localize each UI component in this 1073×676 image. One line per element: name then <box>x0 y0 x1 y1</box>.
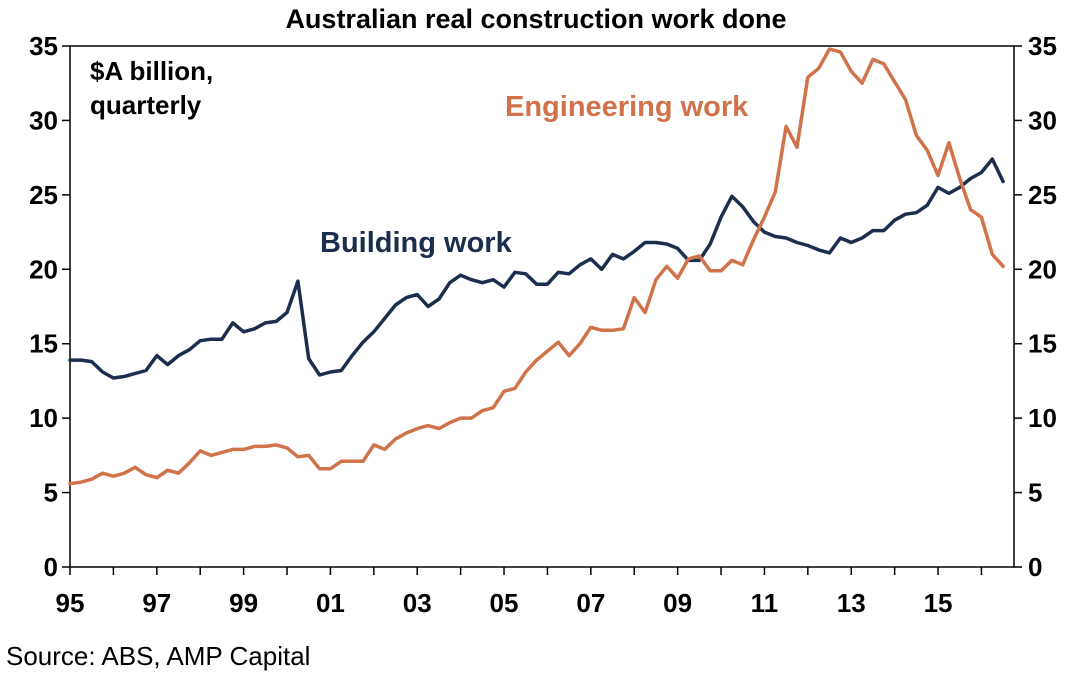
y-tick-label-right: 20 <box>1028 254 1057 284</box>
y-tick-label-right: 25 <box>1028 180 1057 210</box>
y-tick-label-left: 35 <box>29 31 58 61</box>
x-tick-label: 01 <box>316 588 345 618</box>
y-tick-label-right: 5 <box>1028 478 1042 508</box>
x-tick-label: 03 <box>403 588 432 618</box>
x-axis: 95 97 99 01 03 05 07 09 11 13 15 <box>56 567 983 618</box>
source-note: Source: ABS, AMP Capital <box>6 641 310 671</box>
x-tick-label: 07 <box>576 588 605 618</box>
y-tick-label-right: 30 <box>1028 105 1057 135</box>
x-tick-label: 95 <box>56 588 85 618</box>
x-tick-label: 99 <box>229 588 258 618</box>
y-tick-label-left: 20 <box>29 254 58 284</box>
y-tick-label-right: 35 <box>1028 31 1057 61</box>
y-tick-label-right: 15 <box>1028 329 1057 359</box>
y-tick-label-left: 5 <box>44 478 58 508</box>
y-tick-label-right: 0 <box>1028 552 1042 582</box>
y-tick-label-left: 30 <box>29 105 58 135</box>
unit-label-line-1: $A billion, <box>90 56 213 86</box>
x-tick-label: 09 <box>663 588 692 618</box>
engineering-work-label: Engineering work <box>505 91 749 123</box>
x-tick-label: 15 <box>924 588 953 618</box>
unit-label-line-2: quarterly <box>90 90 202 120</box>
y-axis-left: 0 5 10 15 20 25 30 35 <box>29 31 70 582</box>
y-tick-label-left: 10 <box>29 403 58 433</box>
building-work-label: Building work <box>320 227 513 259</box>
x-tick-label: 11 <box>751 588 779 618</box>
chart-title: Australian real construction work done <box>285 4 786 34</box>
x-tick-label: 97 <box>142 588 171 618</box>
plot-frame <box>69 45 1015 568</box>
x-tick-label: 13 <box>837 588 866 618</box>
y-tick-label-left: 15 <box>29 329 58 359</box>
y-tick-label-left: 0 <box>44 552 58 582</box>
engineering-work-line <box>68 47 1005 486</box>
y-axis-right: 0 5 10 15 20 25 30 35 <box>1014 31 1057 582</box>
series-layer <box>68 47 1005 486</box>
building-work-line <box>68 157 1005 380</box>
x-tick-label: 05 <box>490 588 519 618</box>
y-tick-label-left: 25 <box>29 180 58 210</box>
y-tick-label-right: 10 <box>1028 403 1057 433</box>
